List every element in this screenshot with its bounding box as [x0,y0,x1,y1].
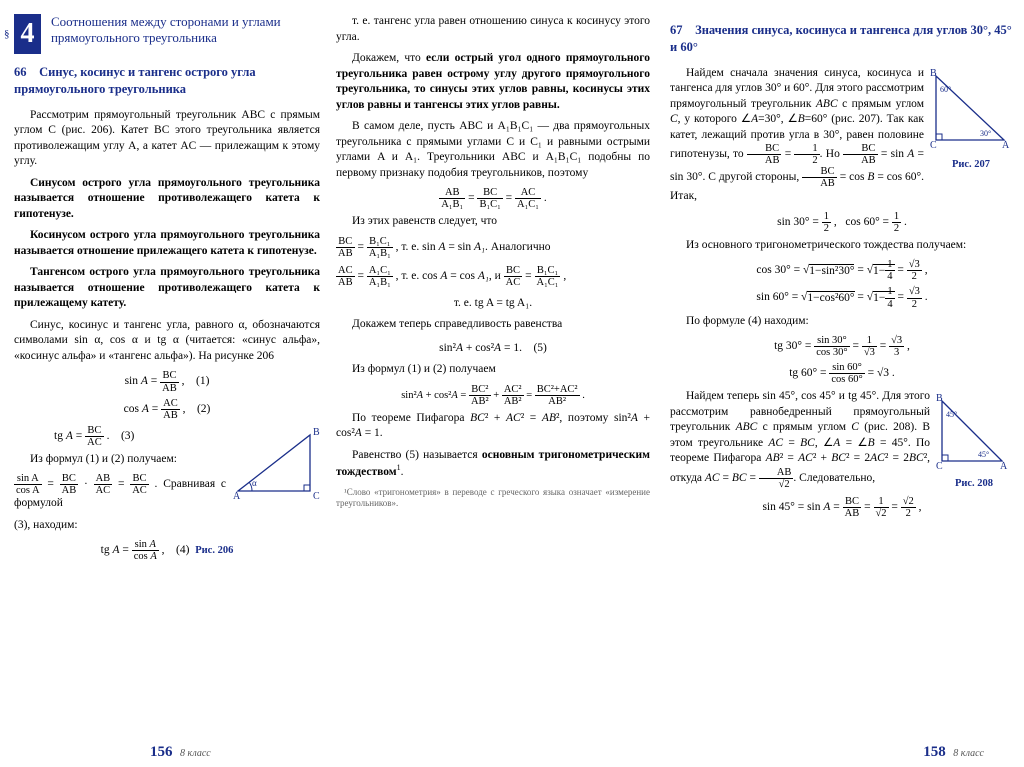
formula-ratio-similar: ABA₁B₁ = BCB₁C₁ = ACA₁C₁ . [336,187,650,210]
textbook-spread: § 4 Соотношения между сторонами и углами… [0,0,1024,767]
definition-sin: Синусом острого угла прямоугольного треу… [14,176,320,223]
svg-text:C: C [936,461,943,472]
formula-cos30: cos 30° = √1−sin²30° = √1−14 = √32 , [670,259,1014,282]
definition-tg: Тангенсом острого угла прямоугольного тр… [14,265,320,312]
svg-text:A: A [233,491,241,502]
svg-text:α: α [252,478,257,488]
fig-206-label: Рис. 206 [195,545,233,556]
right-column: 67 Значения синуса, косинуса и тангенса … [660,0,1024,767]
grade-label: 8 класс [180,748,211,759]
formula-2: cos A = ACAB , (2) [14,398,320,421]
svg-text:60°: 60° [940,85,951,94]
svg-text:C: C [313,491,320,502]
section-66-title: 66 Синус, косинус и тангенс острого угла… [14,64,320,98]
formula-sin30: sin 30° = 12 , cos 60° = 12 . [670,211,1014,234]
triangle-207-svg: A B C 30° 60° [928,66,1014,156]
formula-tg60: tg 60° = sin 60°cos 60° = √3 . [670,362,1014,385]
svg-text:30°: 30° [980,129,991,138]
paragraph: По теореме Пифагора BC² + AC² = AB², поэ… [336,411,650,442]
section-num: 66 [14,64,36,81]
page-number: 156 [150,744,173,760]
fig-208-label: Рис. 208 [934,478,1014,489]
theorem: Докажем, что если острый угол одного пря… [336,51,650,113]
page-footer-left: 156 8 класс [150,744,211,761]
paragraph: По формуле (4) находим: [670,314,1014,330]
triangle-208-svg: A B C 45° 45° [934,389,1014,475]
chapter-number: 4 [20,18,34,50]
formula-expand: sin²A + cos²A = BC²AB² + AC²AB² = BC²+AC… [336,384,650,407]
paragraph: Равенство (5) называется основным тригон… [336,448,650,481]
formula-tg30: tg 30° = sin 30°cos 30° = 1√3 = √33 , [670,335,1014,358]
svg-text:B: B [930,68,937,79]
paragraph: Синус, косинус и тангенс угла, равного α… [14,318,320,365]
svg-text:C: C [930,140,937,151]
page-number: 158 [923,744,946,760]
chapter-title: Соотношения между сторонами и углами пря… [51,14,320,47]
figure-208: A B C 45° 45° Рис. 208 [934,389,1014,489]
formula-1: sin A = BCAB , (1) [14,370,320,393]
middle-column: т. е. тангенс угла равен отношению синус… [330,0,660,767]
svg-text:A: A [1002,140,1010,151]
paragraph: (3), находим: [14,518,320,534]
page-footer-right: 158 8 класс [923,744,984,761]
formula-line: BCAB = B₁C₁A₁B₁ , т. е. sin A = sin A₁. … [336,236,650,259]
formula-4: tg A = sin Acos A , (4) Рис. 206 [14,539,320,562]
chapter-number-box: § 4 [14,14,41,54]
fig-207-label: Рис. 207 [928,159,1014,170]
paragraph: Из этих равенств следует, что [336,214,650,230]
section-title-text: Значения синуса, косинуса и тангенса для… [670,23,1012,54]
formula-sin45: sin 45° = sin A = BCAB = 1√2 = √22 , [670,496,1014,519]
paragraph: Из формул (1) и (2) получаем [336,362,650,378]
formula-tg-eq: т. е. tg A = tg A₁. [336,294,650,314]
figure-206: A B C α [230,425,320,506]
paragraph: Докажем теперь справедливость равенства [336,317,650,333]
left-column: § 4 Соотношения между сторонами и углами… [0,0,330,767]
svg-text:B: B [936,393,943,404]
grade-label: 8 класс [953,748,984,759]
formula-line: ACAB = A₁C₁A₁B₁ , т. е. cos A = cos A₁, … [336,265,650,288]
svg-text:B: B [313,427,320,438]
section-title-text: Синус, косинус и тангенс острого угла пр… [14,65,256,96]
section-67-title: 67 Значения синуса, косинуса и тангенса … [670,22,1014,56]
footnote: ¹Слово «тригонометрия» в переводе с греч… [336,487,650,510]
section-symbol: § [4,28,10,40]
svg-text:45°: 45° [978,450,989,459]
paragraph: Из основного тригонометрического тождест… [670,238,1014,254]
svg-text:A: A [1000,461,1008,472]
triangle-206-svg: A B C α [230,425,320,503]
paragraph: Рассмотрим прямоугольный треугольник ABC… [14,108,320,170]
formula-sin60: sin 60° = √1−cos²60° = √1−14 = √32 . [670,286,1014,309]
paragraph: В самом деле, пусть ABC и A₁B₁C₁ — два п… [336,119,650,181]
section-num: 67 [670,22,692,39]
definition-cos: Косинусом острого угла прямоугольного тр… [14,228,320,259]
formula-5: sin²A + cos²A = 1. (5) [336,339,650,359]
svg-text:45°: 45° [946,410,957,419]
chapter-header: § 4 Соотношения между сторонами и углами… [14,14,320,54]
paragraph: т. е. тангенс угла равен отношению синус… [336,14,650,45]
figure-207: A B C 30° 60° Рис. 207 [928,66,1014,170]
